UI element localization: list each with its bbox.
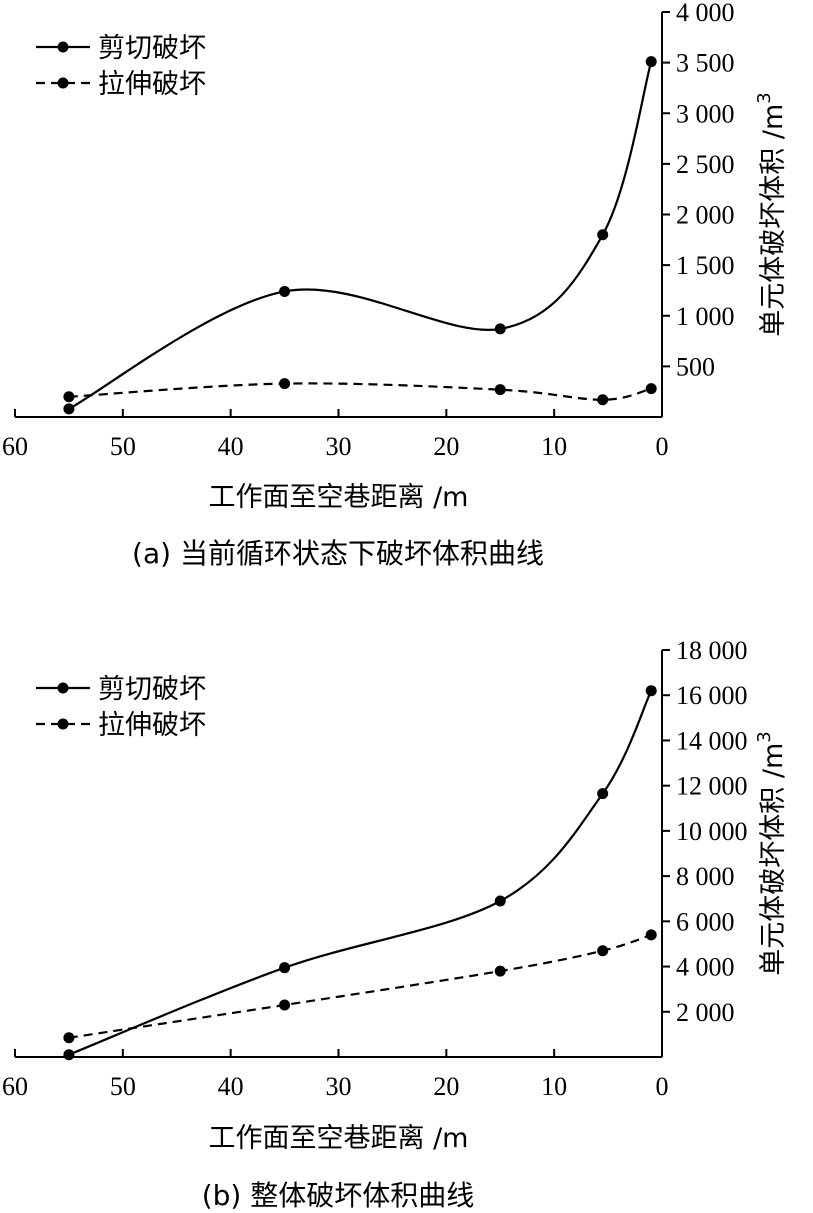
- y-axis-title-text: 单元体破坏体积 /m: [758, 743, 789, 976]
- y-tick-label: 12 000: [676, 772, 748, 801]
- y-tick-label: 2 000: [676, 201, 735, 230]
- y-tick-label: 14 000: [676, 726, 748, 755]
- data-point: [63, 391, 75, 403]
- legend-marker: [57, 77, 69, 89]
- x-tick-label: 60: [2, 432, 28, 461]
- x-axis-title: 工作面至空巷距离 /m: [209, 482, 469, 513]
- x-tick-label: 0: [656, 432, 669, 461]
- data-point: [597, 394, 609, 406]
- y-tick-label: 1 000: [676, 302, 735, 331]
- chart-caption: (a) 当前循环状态下破坏体积曲线: [132, 537, 544, 570]
- y-tick-label: 6 000: [676, 907, 735, 936]
- y-axis-title-text: 单元体破坏体积 /m: [758, 104, 789, 337]
- x-tick-label: 20: [433, 1072, 459, 1101]
- y-axis-title-superscript: 3: [754, 731, 775, 742]
- data-point: [279, 999, 291, 1011]
- x-tick-label: 50: [110, 432, 136, 461]
- chart-caption: (b) 整体破坏体积曲线: [202, 1179, 475, 1212]
- legend-marker: [57, 41, 69, 53]
- y-tick-label: 4 000: [676, 953, 735, 982]
- series-line-tensile: [68, 382, 652, 401]
- data-point: [494, 895, 506, 907]
- chart-b: 60 50 40 30 20 10 0 2 000 4 000 6 000 8 000 10 000 1…: [2, 636, 789, 1212]
- y-tick-label: 3 000: [676, 99, 735, 128]
- y-tick-label: 3 500: [676, 49, 735, 78]
- legend-label: 剪切破坏: [98, 674, 206, 705]
- data-point: [494, 965, 506, 977]
- x-tick-label: 60: [2, 1072, 28, 1101]
- data-point: [63, 403, 75, 415]
- x-tick-label: 10: [541, 432, 567, 461]
- x-tick-label: 40: [218, 1072, 244, 1101]
- y-tick-label: 16 000: [676, 681, 748, 710]
- chart-a: 60 50 40 30 20 10 0 500 1 000 1 500 2 000 2 500 3 00…: [2, 0, 789, 570]
- x-axis-title: 工作面至空巷距离 /m: [209, 1123, 469, 1154]
- data-point: [645, 929, 657, 941]
- data-point: [645, 56, 657, 68]
- y-tick-label: 2 000: [676, 998, 735, 1027]
- data-point: [597, 229, 609, 241]
- legend-label: 剪切破坏: [98, 33, 206, 64]
- data-point: [494, 323, 506, 335]
- legend-label: 拉伸破坏: [98, 69, 206, 100]
- x-tick-label: 10: [541, 1072, 567, 1101]
- y-tick-label: 500: [676, 352, 715, 381]
- x-tick-label: 50: [110, 1072, 136, 1101]
- y-axis-title: 单元体破坏体积 /m3: [754, 92, 789, 336]
- legend-marker: [57, 682, 69, 694]
- y-tick-label: 10 000: [676, 817, 748, 846]
- x-tick-label: 40: [218, 432, 244, 461]
- y-tick-label: 1 500: [676, 251, 735, 280]
- data-point: [597, 945, 609, 957]
- data-point: [494, 384, 506, 396]
- y-tick-label: 18 000: [676, 636, 748, 665]
- data-point: [279, 378, 291, 390]
- y-tick-label: 2 500: [676, 150, 735, 179]
- x-tick-label: 30: [326, 432, 352, 461]
- x-tick-label: 30: [326, 1072, 352, 1101]
- x-tick-label: 20: [433, 432, 459, 461]
- data-point: [63, 1032, 75, 1044]
- data-point: [63, 1049, 75, 1061]
- x-tick-label: 0: [656, 1072, 669, 1101]
- legend-label: 拉伸破坏: [98, 710, 206, 741]
- series-line-shear: [68, 61, 653, 410]
- series-line-shear: [68, 690, 653, 1056]
- data-point: [279, 285, 291, 297]
- y-axis-title: 单元体破坏体积 /m3: [754, 731, 789, 975]
- y-tick-label: 8 000: [676, 862, 735, 891]
- data-point: [597, 788, 609, 800]
- data-point: [279, 962, 291, 974]
- data-point: [645, 383, 657, 395]
- legend-marker: [57, 718, 69, 730]
- data-point: [645, 685, 657, 697]
- series-line-tensile: [68, 933, 652, 1039]
- y-tick-label: 4 000: [676, 0, 735, 27]
- y-axis-title-superscript: 3: [754, 92, 775, 103]
